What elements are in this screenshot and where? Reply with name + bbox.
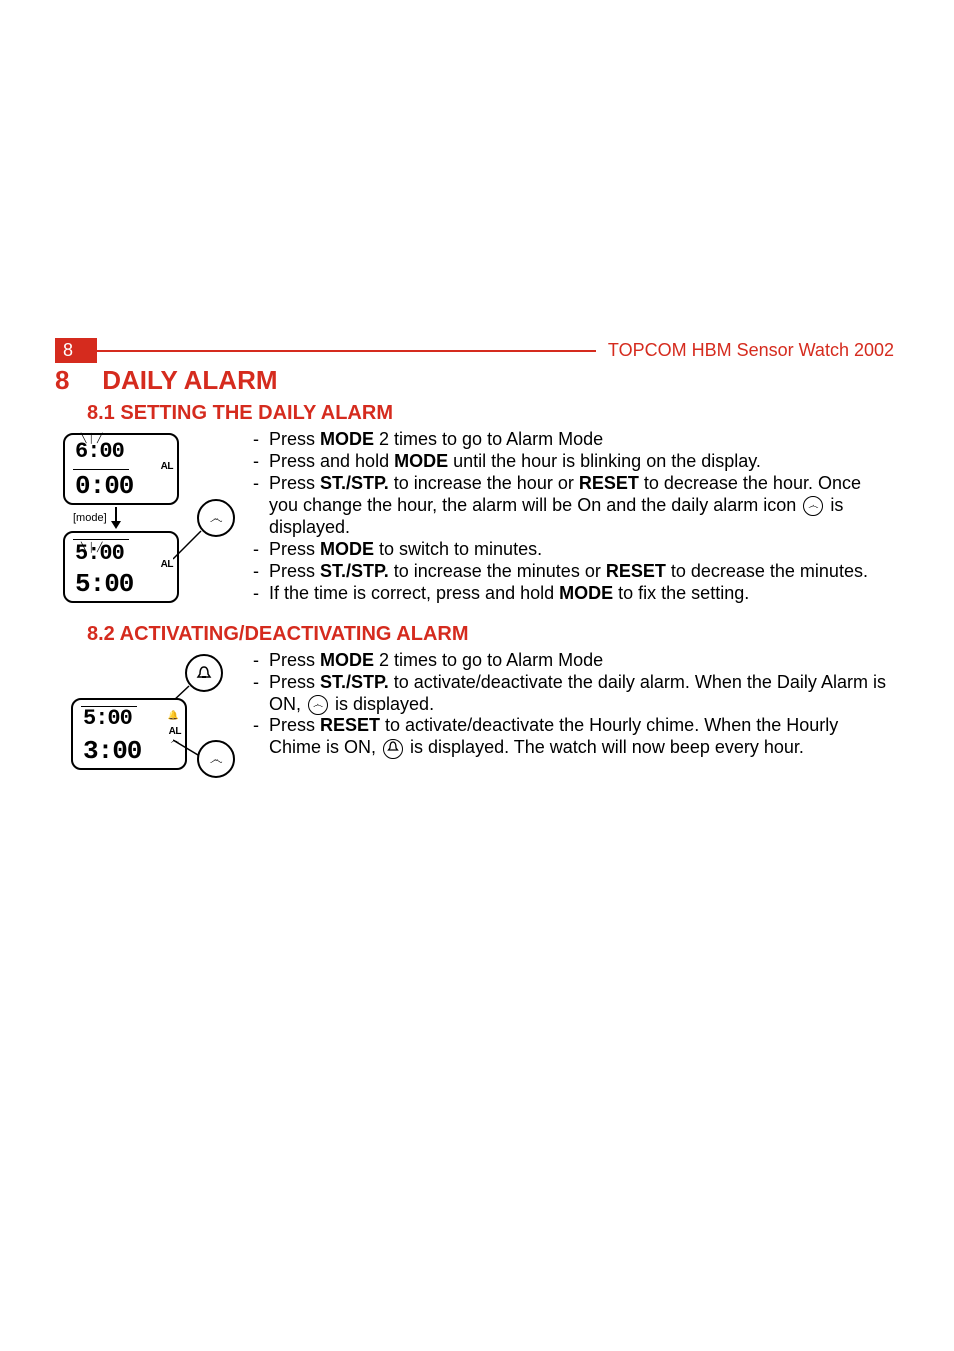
alarm-wave-icon: ෴ (308, 695, 328, 715)
text-column: -Press MODE 2 times to go to Alarm Mode … (253, 429, 894, 605)
watch-minute: 5:00 (75, 569, 133, 599)
list-item: -Press ST./STP. to increase the hour or … (253, 473, 894, 539)
page-number: 8 (55, 338, 97, 363)
watch-minute: 0:00 (75, 471, 133, 501)
alarm-callout-circle: ෴ (197, 499, 235, 537)
down-arrow-icon (109, 507, 123, 529)
list-item: -Press MODE to switch to minutes. (253, 539, 894, 561)
list-item: -If the time is correct, press and hold … (253, 583, 894, 605)
section-heading: 8 DAILY ALARM (55, 365, 894, 396)
subsection-heading: 8.1 SETTING THE DAILY ALARM (87, 402, 894, 425)
text-column: -Press MODE 2 times to go to Alarm Mode … (253, 650, 894, 760)
alarm-wave-icon: ෴ (207, 509, 225, 527)
al-label: AL (161, 461, 173, 472)
list-item: -Press ST./STP. to increase the minutes … (253, 561, 894, 583)
subsection-number: 8.2 (87, 623, 115, 645)
watch-hour: 5:00 (75, 541, 124, 566)
alarm-wave-icon: ෴ (803, 496, 823, 516)
content: 8 DAILY ALARM 8.1 SETTING THE DAILY ALAR… (0, 363, 954, 774)
alarm-wave-icon: ෴ (207, 750, 225, 768)
subsection-title: SETTING THE DAILY ALARM (120, 402, 393, 424)
mode-label: [mode] (73, 512, 107, 524)
list-item: -Press and hold MODE until the hour is b… (253, 451, 894, 473)
watch-display-bottom: ╲ │ ╱ 5:00 5:00 AL (63, 531, 179, 603)
watch-display: 5:00 3:00 AL 🔔 ෴ (71, 698, 187, 770)
subsection-body: 5:00 3:00 AL 🔔 ෴ ෴ -Press (55, 650, 894, 774)
watch-display-top: ╲ │ ╱ 6:00 0:00 AL (63, 433, 179, 505)
list-item: -Press MODE 2 times to go to Alarm Mode (253, 650, 894, 672)
section-number: 8 (55, 365, 95, 396)
product-title: TOPCOM HBM Sensor Watch 2002 (596, 340, 894, 361)
list-item: -Press ST./STP. to activate/deactivate t… (253, 672, 894, 716)
chime-mini-icon: 🔔 (168, 710, 179, 721)
page: 8 TOPCOM HBM Sensor Watch 2002 8 DAILY A… (0, 0, 954, 1351)
watch-hour: 6:00 (75, 439, 124, 464)
al-label: AL (161, 559, 173, 570)
illustration-column: ╲ │ ╱ 6:00 0:00 AL [mode] (55, 429, 253, 603)
alarm-callout-circle: ෴ (197, 740, 235, 778)
subsection-body: ╲ │ ╱ 6:00 0:00 AL [mode] (55, 429, 894, 605)
watch-hour: 5:00 (83, 706, 132, 731)
list-item: -Press RESET to activate/deactivate the … (253, 715, 894, 759)
subsection-title: ACTIVATING/DEACTIVATING ALARM (120, 623, 469, 645)
header-bar: 8 TOPCOM HBM Sensor Watch 2002 (55, 338, 894, 363)
subsection-heading: 8.2 ACTIVATING/DEACTIVATING ALARM (87, 623, 894, 646)
chime-bell-icon (383, 739, 403, 759)
illustration-column: 5:00 3:00 AL 🔔 ෴ ෴ (55, 650, 253, 774)
watch-minute: 3:00 (83, 736, 141, 766)
section-title: DAILY ALARM (102, 365, 277, 395)
list-item: -Press MODE 2 times to go to Alarm Mode (253, 429, 894, 451)
subsection-number: 8.1 (87, 402, 115, 424)
header-rule (97, 350, 596, 352)
